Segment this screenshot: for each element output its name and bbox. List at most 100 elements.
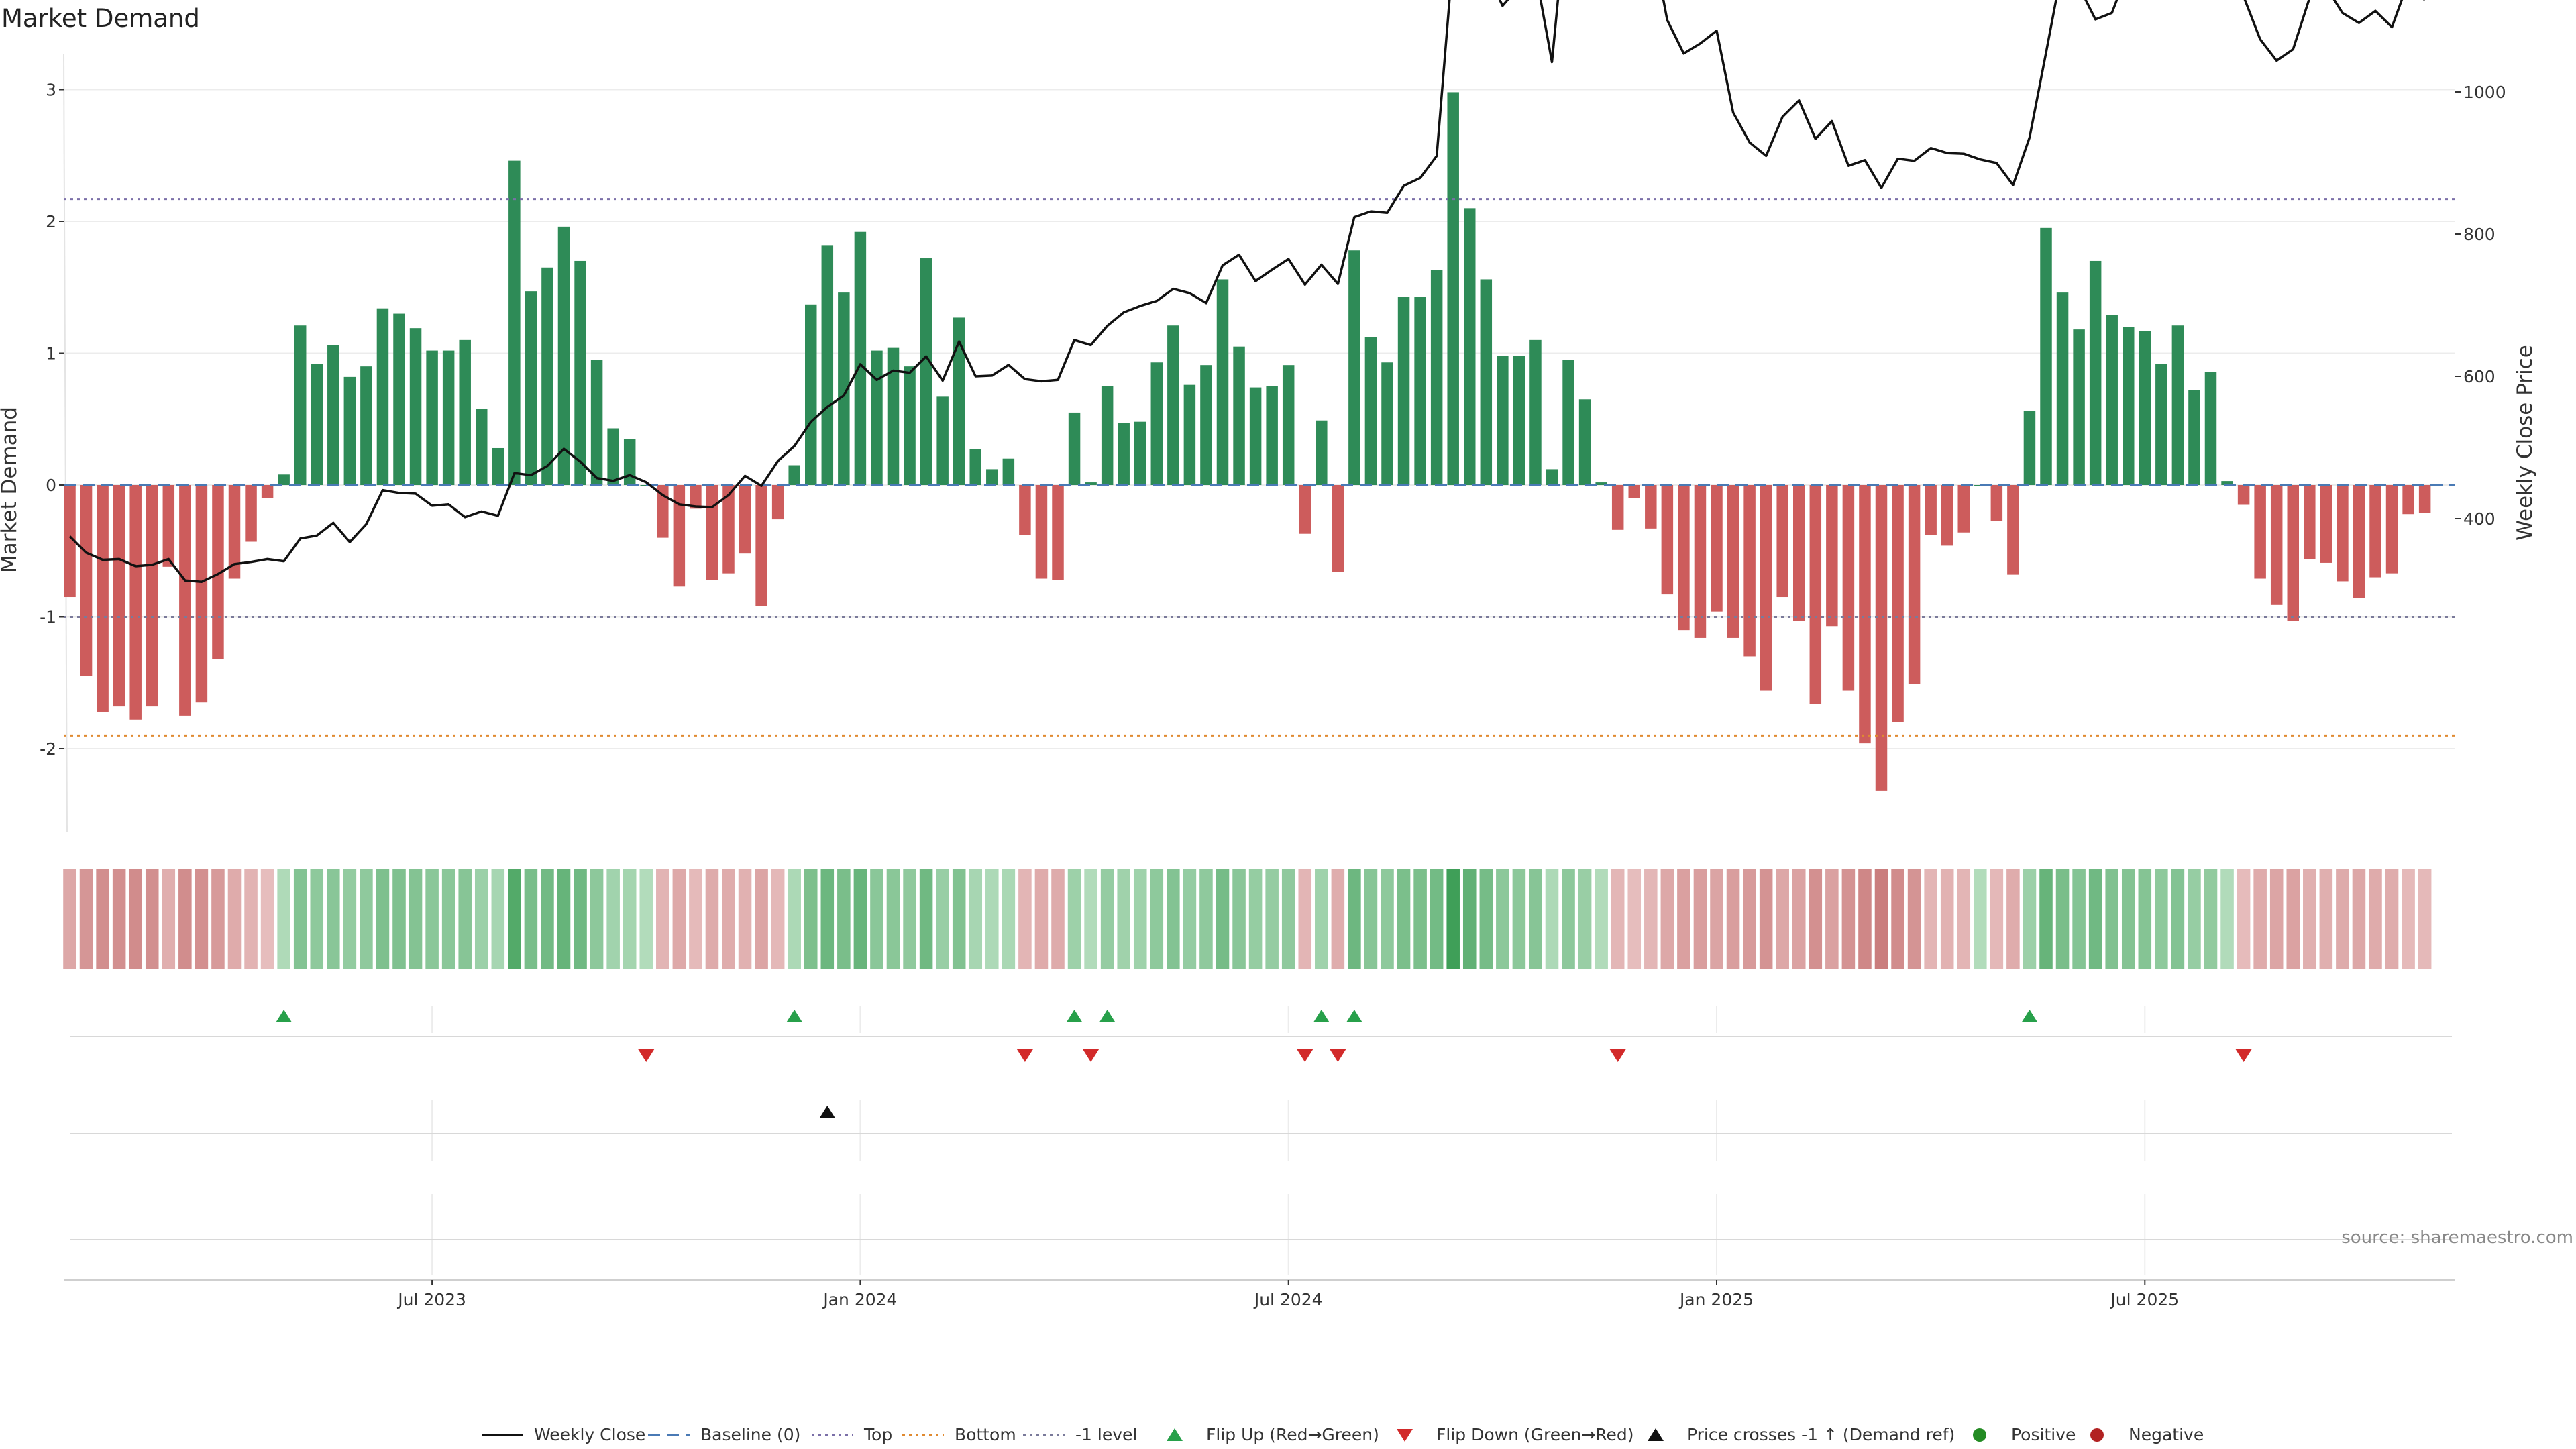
heat-cell — [2039, 869, 2053, 969]
y2-axis-label: Weekly Close Price — [2513, 345, 2537, 541]
heat-cell — [1627, 869, 1642, 969]
demand-bar — [2254, 485, 2266, 579]
heat-cell — [969, 869, 983, 969]
legend-label: Top — [863, 1425, 892, 1444]
demand-bar — [1085, 482, 1097, 485]
left-spine — [63, 53, 68, 833]
heat-cell — [441, 869, 455, 969]
demand-bar — [1875, 485, 1888, 791]
demand-bar — [1645, 485, 1657, 529]
heat-cell — [574, 869, 587, 969]
demand-bar — [113, 485, 125, 707]
heat-cell — [853, 869, 867, 969]
demand-bar — [476, 409, 488, 485]
demand-bar — [393, 313, 405, 485]
legend-swatch-positive — [1973, 1428, 1986, 1442]
demand-bar — [80, 485, 93, 676]
heat-cell — [1232, 869, 1246, 969]
heat-cell — [2220, 869, 2234, 969]
heat-cell — [1397, 869, 1411, 969]
heat-cell — [1315, 869, 1328, 969]
heat-cell — [458, 869, 472, 969]
legend-label: Negative — [2129, 1425, 2204, 1444]
legend-label: -1 level — [1075, 1425, 1137, 1444]
demand-bar — [1480, 279, 1493, 485]
demand-bar — [97, 485, 109, 712]
demand-bar — [1595, 482, 1607, 485]
demand-bar — [228, 485, 241, 579]
heat-cell — [936, 869, 949, 969]
demand-bar — [1611, 485, 1624, 530]
heat-cell — [804, 869, 818, 969]
demand-bar — [459, 339, 471, 485]
demand-bar — [278, 474, 290, 485]
y2-tick-label: 400 — [2463, 509, 2496, 529]
heat-cell — [1034, 869, 1049, 969]
demand-bar — [1711, 485, 1723, 612]
demand-bar — [146, 485, 158, 707]
demand-bar — [2139, 331, 2151, 485]
heat-cell — [623, 869, 637, 969]
heat-cell — [1529, 869, 1542, 969]
heat-cell — [1265, 869, 1279, 969]
y-axis-left: 3 2 1 0 -1 -2 — [40, 80, 64, 759]
heat-cell — [1479, 869, 1493, 969]
heat-cell — [541, 869, 554, 969]
heat-cell — [2352, 869, 2366, 969]
legend-item-tri-down-red: Flip Down (Green→Red) — [1397, 1425, 1634, 1444]
demand-bar — [2204, 372, 2217, 485]
demand-bar — [1282, 365, 1295, 485]
heat-cell — [508, 869, 521, 969]
flip-down-marker — [1330, 1049, 1346, 1062]
heat-cell — [474, 869, 488, 969]
y-tick-label: 0 — [46, 476, 56, 495]
demand-bar — [1216, 279, 1229, 485]
heat-cell — [689, 869, 702, 969]
heat-cell — [2402, 869, 2415, 969]
heat-cell — [2237, 869, 2251, 969]
heat-cell — [1496, 869, 1509, 969]
heat-cell — [870, 869, 883, 969]
legend-item-dot-grey: -1 level — [1023, 1425, 1137, 1444]
heat-cell — [79, 869, 93, 969]
heat-cell — [705, 869, 719, 969]
demand-bar — [1546, 469, 1558, 485]
heat-cell — [409, 869, 423, 969]
heat-cell — [1117, 869, 1130, 969]
demand-bar — [936, 396, 949, 485]
legend-swatch-negative — [2090, 1428, 2104, 1442]
demand-bar — [508, 160, 521, 486]
heat-cell — [2286, 869, 2300, 969]
legend-item-tri-up-green: Flip Up (Red→Green) — [1167, 1425, 1379, 1444]
heat-cell — [1809, 869, 1823, 969]
heat-cell — [425, 869, 439, 969]
demand-bar — [2056, 292, 2069, 485]
demand-bar — [129, 485, 142, 720]
demand-bar — [1299, 485, 1311, 534]
demand-bar — [657, 485, 669, 538]
demand-bar — [2089, 260, 2102, 485]
heat-cell — [1759, 869, 1773, 969]
heat-cell — [1693, 869, 1707, 969]
heat-cell — [1413, 869, 1427, 969]
heat-cell — [2418, 869, 2432, 969]
demand-bar — [1464, 208, 1476, 485]
demand-bar — [1035, 485, 1048, 579]
demand-bar — [805, 304, 817, 485]
heat-cell — [2088, 869, 2102, 969]
y-tick-label: -2 — [40, 739, 56, 759]
demand-bar — [953, 317, 965, 485]
heat-cell — [2336, 869, 2349, 969]
heat-cell — [1792, 869, 1806, 969]
demand-bar — [690, 485, 702, 509]
demand-bar — [2073, 329, 2085, 485]
demand-bar — [2188, 390, 2200, 485]
heat-cell — [2303, 869, 2316, 969]
demand-bar — [1002, 458, 1015, 485]
demand-bar — [376, 308, 389, 485]
demand-bar — [2270, 485, 2283, 605]
demand-bar — [673, 485, 686, 587]
demand-bar — [2418, 485, 2431, 513]
heat-cell — [1216, 869, 1230, 969]
